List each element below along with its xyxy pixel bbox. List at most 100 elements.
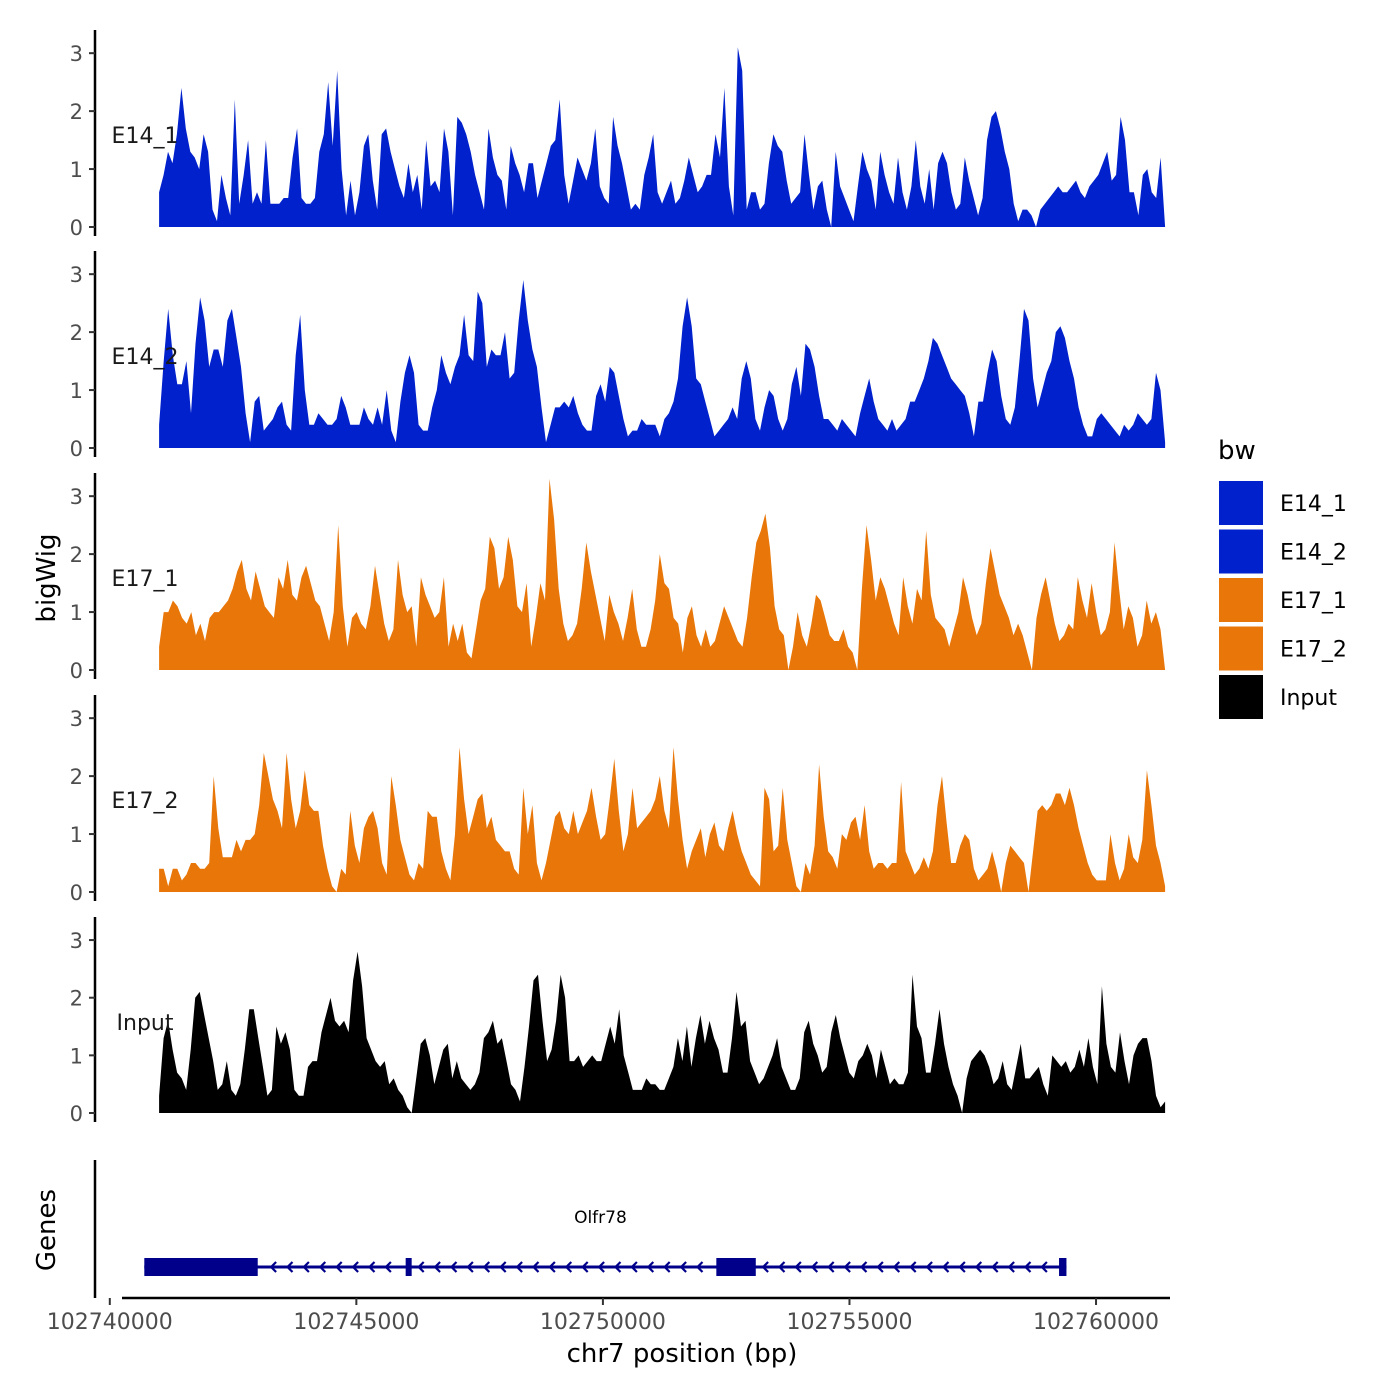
track-label: E14_2: [112, 345, 179, 370]
y-tick-label: 2: [70, 987, 83, 1011]
strand-arrow: [991, 1261, 999, 1273]
legend-label: E14_1: [1280, 492, 1347, 517]
strand-arrow: [1007, 1261, 1015, 1273]
strand-arrow: [433, 1261, 441, 1273]
gene-exon: [144, 1258, 258, 1276]
strand-arrow: [859, 1261, 868, 1273]
x-tick-label: 102745000: [293, 1310, 419, 1335]
strand-arrow: [417, 1261, 425, 1273]
y-tick-label: 1: [70, 158, 83, 182]
y-tick-label: 1: [70, 1044, 83, 1068]
track-area: [159, 478, 1166, 670]
y-tick-label: 1: [70, 379, 83, 403]
strand-arrow: [384, 1261, 392, 1273]
strand-arrow: [794, 1261, 802, 1273]
legend-swatch: [1217, 576, 1265, 624]
strand-arrow: [515, 1261, 523, 1273]
y-axis-title: bigWig: [32, 533, 62, 622]
strand-arrow: [367, 1261, 376, 1273]
strand-arrow: [449, 1261, 458, 1273]
strand-arrow: [974, 1261, 983, 1273]
y-tick-label: 2: [70, 543, 83, 567]
strand-arrow: [909, 1261, 917, 1273]
track-panel: 0 1 2 3 E14_2: [70, 251, 1166, 461]
gene-name-label: Olfr78: [574, 1208, 627, 1228]
y-tick-label: 3: [70, 263, 83, 287]
y-tick-label: 3: [70, 929, 83, 953]
strand-arrow: [499, 1261, 507, 1273]
track-panel: 0 1 2 3 Input: [70, 917, 1166, 1126]
y-tick-label: 0: [70, 1102, 83, 1126]
track-panel: 0 1 2 3 E17_2: [70, 695, 1166, 905]
legend-swatch: [1217, 624, 1265, 673]
legend-swatch: [1217, 673, 1265, 721]
legend-title: bw: [1218, 436, 1256, 466]
strand-arrow: [564, 1261, 573, 1273]
legend-swatch: [1217, 527, 1265, 576]
y-tick-label: 2: [70, 100, 83, 124]
track-area: [159, 280, 1166, 448]
gene-exon: [1059, 1258, 1067, 1276]
track-panel: 0 1 2 3 E17_1: [70, 473, 1166, 683]
y-tick-label: 0: [70, 659, 83, 683]
track-panel: 0 1 2 3 E14_1: [70, 30, 1166, 240]
strand-arrow: [1040, 1261, 1048, 1273]
strand-arrow: [876, 1261, 884, 1273]
gene-exon: [405, 1258, 412, 1276]
y-tick-label: 0: [70, 437, 83, 461]
x-tick-label: 102750000: [540, 1310, 666, 1335]
strand-arrow: [597, 1261, 605, 1273]
y-tick-label: 2: [70, 321, 83, 345]
track-panels: 0 1 2 3 E14_1 0 1 2 3 E14_2 0 1 2 3 E17_1 0 1 2 3 E17_2 0 1 2 3…: [70, 30, 1166, 1126]
x-tick-label: 102755000: [786, 1310, 912, 1335]
track-label: E17_1: [112, 567, 179, 592]
strand-arrow: [613, 1261, 622, 1273]
strand-arrow: [630, 1261, 638, 1273]
y-tick-label: 3: [70, 42, 83, 66]
strand-arrow: [695, 1261, 704, 1273]
strand-arrow: [679, 1261, 687, 1273]
track-label: E17_2: [112, 789, 179, 814]
strand-arrow: [663, 1261, 671, 1273]
strand-arrow: [466, 1261, 474, 1273]
strand-arrow: [646, 1261, 655, 1273]
strand-arrow: [892, 1261, 901, 1273]
strand-arrow: [269, 1261, 277, 1273]
track-label: E14_1: [112, 124, 179, 149]
track-area: [159, 47, 1166, 228]
strand-arrow: [302, 1261, 310, 1273]
y-tick-label: 0: [70, 881, 83, 905]
strand-arrow: [548, 1261, 556, 1273]
strand-arrow: [810, 1261, 819, 1273]
strand-arrow: [335, 1261, 343, 1273]
strand-arrow: [925, 1261, 933, 1273]
strand-arrow: [958, 1261, 966, 1273]
gene-track: Olfr78: [93, 1160, 1067, 1298]
legend-swatch: [1217, 479, 1265, 527]
x-tick-label: 102760000: [1033, 1310, 1159, 1335]
strand-arrow: [351, 1261, 359, 1273]
strand-arrow: [581, 1261, 589, 1273]
legend-label: Input: [1280, 686, 1337, 711]
strand-arrow: [941, 1261, 950, 1273]
y-tick-label: 1: [70, 601, 83, 625]
strand-arrow: [827, 1261, 835, 1273]
legend-label: E17_2: [1280, 638, 1347, 663]
legend: bw E14_1 E14_2 E17_1 E17_2 Input: [1217, 436, 1347, 721]
strand-arrow: [761, 1261, 769, 1273]
strand-arrow: [777, 1261, 786, 1273]
track-area: [159, 747, 1166, 892]
x-axis: 102740000 102745000 102750000 102755000 1027…: [47, 1296, 1170, 1335]
x-tick-label: 102740000: [47, 1310, 173, 1335]
y-tick-label: 3: [70, 485, 83, 509]
genes-axis-title: Genes: [32, 1189, 62, 1271]
legend-label: E14_2: [1280, 541, 1347, 566]
y-tick-label: 1: [70, 823, 83, 847]
y-tick-label: 2: [70, 765, 83, 789]
y-tick-label: 0: [70, 216, 83, 240]
track-label: Input: [117, 1011, 174, 1036]
strand-arrow: [482, 1261, 491, 1273]
strand-arrow: [843, 1261, 851, 1273]
